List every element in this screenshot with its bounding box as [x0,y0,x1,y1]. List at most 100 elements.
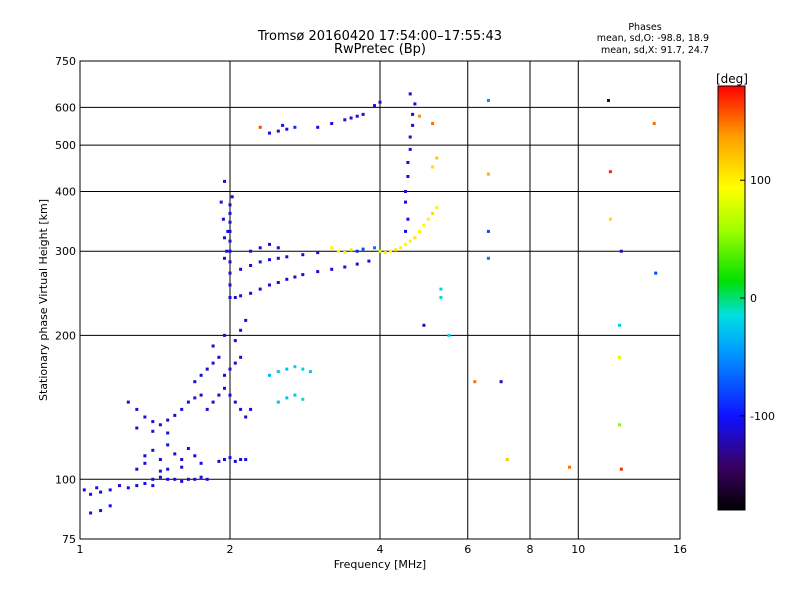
data-point [301,273,305,277]
data-point [166,477,170,481]
data-point [378,249,382,253]
y-tick-label: 500 [55,139,76,152]
data-point [336,249,340,253]
data-point [389,249,393,253]
data-point [285,367,289,371]
data-point [499,380,503,384]
data-point [233,361,237,365]
data-point [223,373,226,377]
data-point [486,229,490,233]
data-point [418,114,421,118]
data-point [186,400,190,404]
data-point [158,458,162,461]
data-point [228,296,232,299]
y-tick-label: 200 [55,329,76,342]
data-point [166,443,170,447]
y-tick-labels: 75 100 200 300 400 500 600 750 [55,55,76,546]
data-point [239,267,243,271]
data-point [217,355,221,359]
data-point [343,118,347,122]
data-point [608,170,612,174]
data-point [135,426,139,430]
stats-line-o: mean, sd,O: -98.8, 18.9 [597,33,709,44]
colorbar-label: [deg] [716,72,748,86]
data-point [268,242,271,246]
data-point [435,206,439,210]
data-point [361,247,365,251]
data-point [173,477,177,481]
x-tick-label: 1 [77,543,84,556]
data-point [285,255,289,259]
data-point [239,328,243,332]
data-point [422,323,426,327]
data-point [404,229,407,233]
x-tick-labels: 1 2 4 6 8 10 16 [77,543,688,556]
y-tick-label: 100 [55,473,76,486]
data-point [435,156,439,160]
data-point [221,217,225,221]
data-point [225,249,229,253]
data-point [99,509,103,513]
data-point [180,407,184,411]
data-point [276,400,280,404]
data-point [233,296,237,299]
data-point [355,114,359,118]
data-point [258,246,262,250]
data-point [89,511,93,515]
data-point [654,271,658,275]
data-point [486,99,490,102]
data-point [439,296,443,299]
data-point [186,447,190,450]
colorbar-ticks: 100 0 -100 [740,174,775,423]
data-point [249,264,253,267]
stats-heading: Phases [628,22,661,33]
data-point [108,504,112,508]
y-tick-label: 75 [62,533,76,546]
data-point [268,131,271,135]
data-point [268,258,271,262]
data-point [426,217,430,221]
data-point [228,283,232,287]
data-point [158,475,162,479]
data-point [217,393,221,397]
data-point [249,291,253,295]
data-point [355,262,359,266]
data-point [343,265,347,269]
data-point [239,458,243,461]
data-point [199,475,203,479]
data-point [399,246,403,250]
chart-subtitle: RwPretec (Bp) [334,42,426,57]
data-point [258,260,262,264]
data-point [151,477,155,481]
data-point [349,116,353,120]
data-point [223,458,226,461]
x-tick-label: 4 [377,543,384,556]
data-point [619,249,623,253]
plot-frame [79,60,681,540]
data-point [228,249,232,253]
data-point [349,248,353,252]
data-point [135,467,139,471]
data-point [244,415,248,419]
data-point [285,277,289,281]
data-point [431,211,435,215]
data-point [173,452,177,456]
data-point [228,393,232,397]
data-point [233,459,237,463]
data-point [486,172,490,176]
data-point [394,248,398,252]
chart-title: Tromsø 20160420 17:54:00–17:55:43 [257,29,502,44]
data-point [413,102,417,106]
data-point [431,165,435,169]
data-point [258,287,262,291]
data-point [383,251,387,255]
data-point [151,420,155,424]
y-axis-label: Stationary phase Virtual Height [km] [37,199,50,401]
data-point [223,256,226,260]
data-point [173,413,177,417]
data-point [143,415,147,419]
data-point [268,373,271,377]
data-point [166,418,170,422]
data-point [118,484,121,488]
data-point [151,429,155,433]
